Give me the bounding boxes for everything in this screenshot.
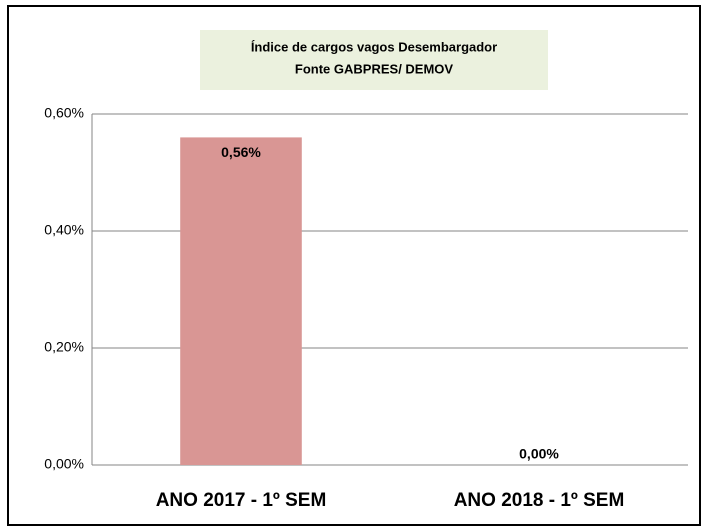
x-tick-label: ANO 2018 - 1º SEM xyxy=(454,490,625,511)
y-tick-label: 0,00% xyxy=(44,456,84,472)
bar xyxy=(180,137,302,465)
chart-subtitle: Fonte GABPRES/ DEMOV xyxy=(295,61,454,76)
title-box xyxy=(200,30,548,90)
y-tick-label: 0,40% xyxy=(44,222,84,238)
x-tick-label: ANO 2017 - 1º SEM xyxy=(156,490,327,511)
data-label: 0,56% xyxy=(221,144,261,160)
data-label: 0,00% xyxy=(519,446,559,462)
y-tick-label: 0,20% xyxy=(44,339,84,355)
chart-frame xyxy=(7,5,701,526)
y-tick-label: 0,60% xyxy=(44,105,84,121)
chart-title: Índice de cargos vagos Desembargador xyxy=(251,39,497,54)
